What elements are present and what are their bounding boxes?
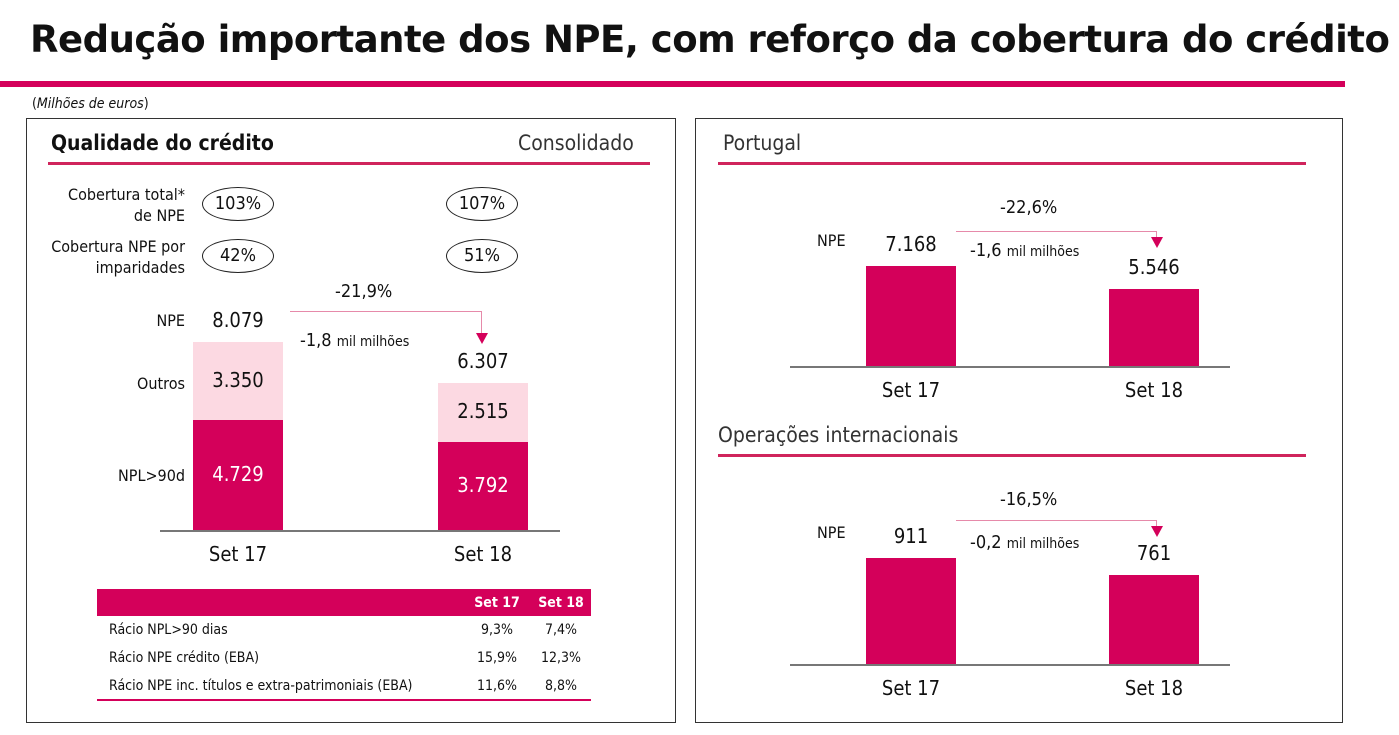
total-label: 6.307: [457, 349, 509, 374]
intl-change-unit: mil milhões: [1006, 536, 1080, 552]
credit-quality-panel: [26, 118, 676, 723]
intl-axis: [790, 664, 1230, 666]
table-cell: Rácio NPE inc. títulos e extra-patrimoni…: [97, 672, 463, 701]
category-label: Set 17: [208, 542, 268, 566]
table-header-row: Set 17 Set 18: [97, 589, 591, 616]
bar-npl: [438, 441, 528, 530]
units-note: (Milhões de euros): [32, 96, 149, 112]
coverage-impairment-label: Cobertura NPE por imparidades: [51, 236, 185, 278]
portugal-underline: [718, 162, 1306, 165]
arrow-down-icon: [476, 333, 488, 344]
table-cell: 11,6%: [463, 672, 531, 701]
portugal-change-unit: mil milhões: [1006, 244, 1080, 260]
credit-quality-heading: Qualidade do crédito: [51, 131, 274, 155]
coverage-imp-label-line2: imparidades: [95, 258, 185, 277]
left-change-unit: mil milhões: [336, 334, 410, 350]
category-label: Set 17: [881, 378, 941, 402]
consolidated-label: Consolidado: [518, 131, 634, 155]
bar-value-label: 911: [893, 524, 929, 548]
ratios-table: Set 17 Set 18 Rácio NPL>90 dias 9,3% 7,4% …: [97, 589, 591, 701]
heading-underline: [48, 162, 650, 165]
intl-underline: [718, 454, 1306, 457]
intl-heading: Operações internacionais: [718, 423, 959, 447]
portugal-axis: [790, 366, 1230, 368]
portugal-npe-label: NPE: [817, 231, 846, 250]
bar-outros: [193, 342, 283, 420]
left-change-abs: -1,8 mil milhões: [300, 330, 409, 351]
portugal-change-connector: [956, 231, 1157, 237]
bar: [866, 266, 956, 366]
title-underline: [0, 81, 1345, 87]
left-change-connector: [290, 311, 482, 333]
coverage-imp-label-line1: Cobertura NPE por: [51, 237, 185, 256]
bar-value-label: 761: [1136, 541, 1172, 566]
table-row: Rácio NPE crédito (EBA) 15,9% 12,3%: [97, 644, 591, 672]
table-cell: 7,4%: [545, 622, 577, 638]
coverage-total-set17: 103%: [202, 187, 274, 221]
table-header: Set 18: [531, 589, 591, 616]
category-label: Set 18: [453, 542, 513, 566]
arrow-down-icon: [1151, 237, 1163, 248]
segments-panel: [695, 118, 1343, 723]
category-label: Set 18: [1124, 378, 1184, 402]
table-row: Rácio NPE inc. títulos e extra-patrimoni…: [97, 672, 591, 701]
coverage-total-label: Cobertura total* de NPE: [68, 184, 185, 226]
outros-row-label: Outros: [137, 374, 185, 393]
coverage-total-set18: 107%: [446, 187, 518, 221]
left-change-pct: -21,9%: [335, 281, 393, 302]
intl-npe-label: NPE: [817, 523, 846, 542]
bar-value-label: 4.729: [212, 461, 264, 486]
bar-value-label: 7.168: [885, 232, 937, 256]
bar-value-label: 5.546: [1128, 254, 1180, 279]
table-cell: 9,3%: [481, 622, 513, 638]
page-title: Redução importante dos NPE, com reforço …: [30, 18, 1390, 61]
coverage-imp-set17: 42%: [202, 239, 274, 273]
bar-outros: [438, 383, 528, 442]
table-cell: 8,8%: [531, 672, 591, 701]
bar: [1109, 575, 1199, 664]
intl-change-abs-value: -0,2: [970, 532, 1002, 553]
left-axis: [160, 530, 560, 532]
units-text: Milhões de euros: [36, 96, 144, 112]
arrow-down-icon: [1151, 526, 1163, 537]
coverage-total-label-line1: Cobertura total*: [68, 185, 185, 204]
portugal-heading: Portugal: [723, 131, 802, 155]
table-cell: Rácio NPE crédito (EBA): [109, 650, 259, 666]
bar: [1109, 288, 1199, 366]
intl-change-pct: -16,5%: [1000, 489, 1058, 510]
bar: [866, 558, 956, 664]
coverage-total-label-line2: de NPE: [133, 206, 185, 225]
table-cell: Rácio NPL>90 dias: [109, 622, 228, 638]
bar-npl: [193, 419, 283, 530]
npe-row-label: NPE: [156, 311, 185, 330]
portugal-change-abs: -1,6 mil milhões: [970, 240, 1079, 261]
intl-change-connector: [956, 520, 1157, 526]
portugal-change-abs-value: -1,6: [970, 240, 1002, 261]
category-label: Set 18: [1124, 676, 1184, 700]
npl-row-label: NPL>90d: [118, 466, 185, 485]
table-cell: 15,9%: [476, 650, 517, 666]
portugal-change-pct: -22,6%: [1000, 197, 1058, 218]
intl-change-abs: -0,2 mil milhões: [970, 532, 1079, 553]
coverage-imp-set18: 51%: [446, 239, 518, 273]
left-change-abs-value: -1,8: [300, 330, 332, 351]
table-header: Set 17: [463, 589, 531, 616]
table-row: Rácio NPL>90 dias 9,3% 7,4%: [97, 616, 591, 644]
bar-value-label: 3.350: [212, 367, 264, 392]
total-label: 8.079: [212, 308, 264, 332]
table-cell: 12,3%: [540, 650, 581, 666]
bar-value-label: 2.515: [457, 399, 509, 424]
bar-value-label: 3.792: [457, 472, 509, 497]
table-header-blank: [97, 589, 463, 616]
category-label: Set 17: [881, 676, 941, 700]
